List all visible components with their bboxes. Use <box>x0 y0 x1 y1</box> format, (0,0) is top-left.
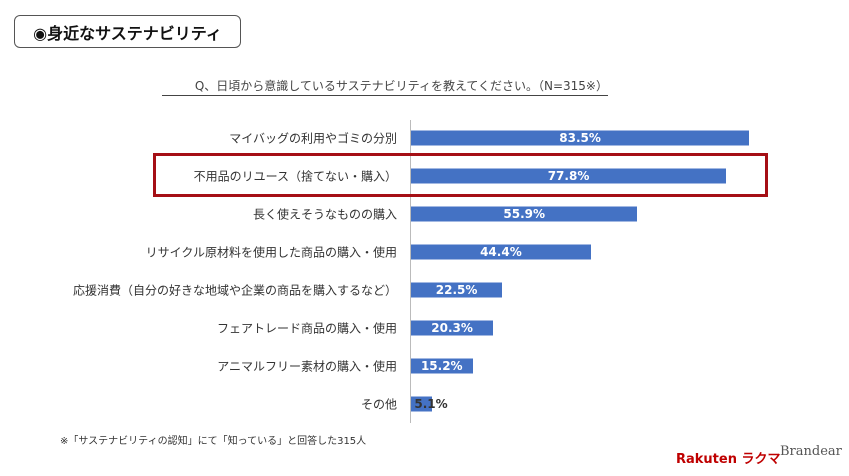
bar <box>411 358 473 374</box>
data-label: 22.5% <box>435 283 478 297</box>
bar <box>411 282 503 298</box>
category-label: 不用品のリユース（捨てない・購入） <box>193 169 397 184</box>
bar <box>411 320 494 336</box>
bar <box>411 244 591 260</box>
bar <box>411 130 750 146</box>
y-axis-line <box>410 120 411 423</box>
chart-title: Q、日頃から意識しているサステナビリティを教えてください。（N=315※） <box>162 77 608 96</box>
data-label: 15.2% <box>420 359 463 373</box>
bar <box>411 168 727 184</box>
category-label: アニマルフリー素材の購入・使用 <box>217 359 397 374</box>
data-label: 83.5% <box>559 131 601 145</box>
category-label: リサイクル原材料を使用した商品の購入・使用 <box>145 245 397 260</box>
category-label: フェアトレード商品の購入・使用 <box>216 321 397 336</box>
bar <box>411 206 638 222</box>
footnote: ※「サステナビリティの認知」にて「知っている」と回答した315人 <box>60 436 367 447</box>
bar <box>411 396 432 412</box>
category-label: 長く使えそうなものの購入 <box>252 207 397 222</box>
category-label: その他 <box>360 397 397 412</box>
data-label: 55.9% <box>503 207 546 221</box>
highlight-box <box>153 153 768 197</box>
category-label: マイバッグの利用やゴミの分別 <box>229 131 397 146</box>
brandear-logo: Brandear <box>780 444 842 459</box>
data-label: 44.4% <box>480 245 522 259</box>
page-title: ◉身近なサステナビリティ <box>14 15 241 48</box>
rakuma-logo: Rakuten ラクマ <box>676 452 781 467</box>
data-label: 77.8% <box>547 169 590 183</box>
data-label: 20.3% <box>431 321 473 335</box>
category-label: 応援消費（自分の好きな地域や企業の商品を購入するなど） <box>72 283 397 298</box>
data-label: 5.1% <box>414 397 448 411</box>
